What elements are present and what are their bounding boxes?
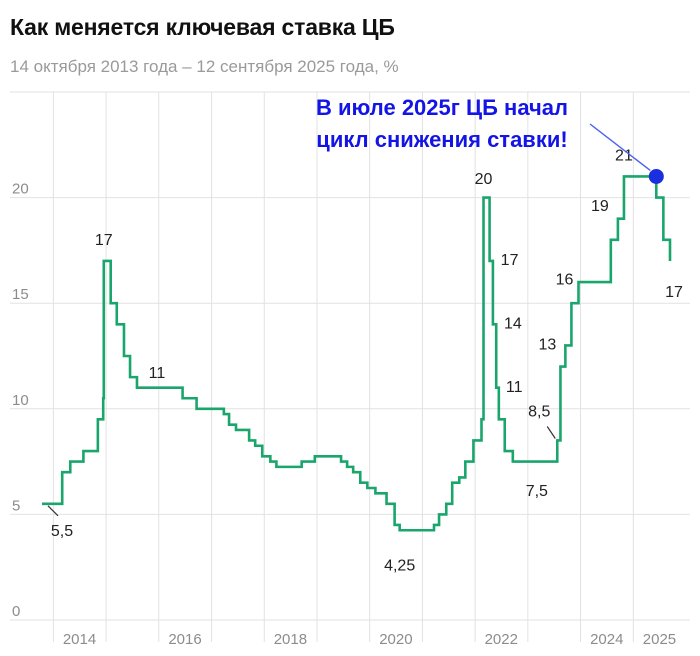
data-label: 7,5 <box>526 483 548 500</box>
data-label: 17 <box>665 284 683 301</box>
y-tick-label: 20 <box>12 181 29 198</box>
label-leader <box>47 505 59 517</box>
y-tick-label: 5 <box>12 497 20 514</box>
x-tick-label: 2018 <box>274 631 307 648</box>
label-leader <box>546 426 556 439</box>
grid-lines <box>10 91 690 642</box>
data-label: 20 <box>475 171 493 188</box>
x-tick-label: 2024 <box>590 631 623 648</box>
x-tick-label: 2025 <box>643 631 676 648</box>
rate-line <box>42 175 672 532</box>
x-tick-label: 2022 <box>485 631 518 648</box>
data-label: 5,5 <box>51 523 73 540</box>
annotation-line-2: цикл снижения ставки! <box>316 127 568 152</box>
data-label: 13 <box>538 337 556 354</box>
data-label: 19 <box>591 198 609 215</box>
data-label: 11 <box>149 365 166 382</box>
data-label: 16 <box>556 271 574 288</box>
chart-subtitle: 14 октября 2013 года – 12 сентября 2025 … <box>10 57 399 76</box>
data-label: 11 <box>506 379 523 396</box>
callout-pointer <box>589 123 651 172</box>
data-labels: 5,5 17 11 4,25 20 17 14 11 7,5 8,5 13 16 19 21 17 <box>47 148 683 574</box>
y-axis-ticks: 0 5 10 15 20 <box>12 181 29 620</box>
annotation-line-1: В июле 2025г ЦБ начал <box>316 95 568 120</box>
x-tick-label: 2014 <box>63 631 96 648</box>
data-label: 14 <box>504 316 522 333</box>
x-tick-label: 2020 <box>379 631 412 648</box>
data-label: 17 <box>95 232 113 249</box>
y-tick-label: 10 <box>12 392 29 409</box>
marker-layer <box>589 123 664 184</box>
x-tick-label: 2016 <box>168 631 201 648</box>
chart-title: Как меняется ключевая ставка ЦБ <box>10 14 395 40</box>
data-label: 8,5 <box>528 404 550 421</box>
series-layer <box>42 175 672 532</box>
y-tick-label: 15 <box>12 286 29 303</box>
data-label: 17 <box>501 252 519 269</box>
annotation-callout: В июле 2025г ЦБ начал цикл снижения став… <box>284 92 600 156</box>
data-label: 21 <box>615 148 633 165</box>
x-axis-ticks: 2014 2016 2018 2020 2022 2024 2025 <box>63 631 676 648</box>
y-tick-label: 0 <box>12 603 20 620</box>
data-label: 4,25 <box>384 557 415 574</box>
highlight-marker <box>648 168 664 184</box>
